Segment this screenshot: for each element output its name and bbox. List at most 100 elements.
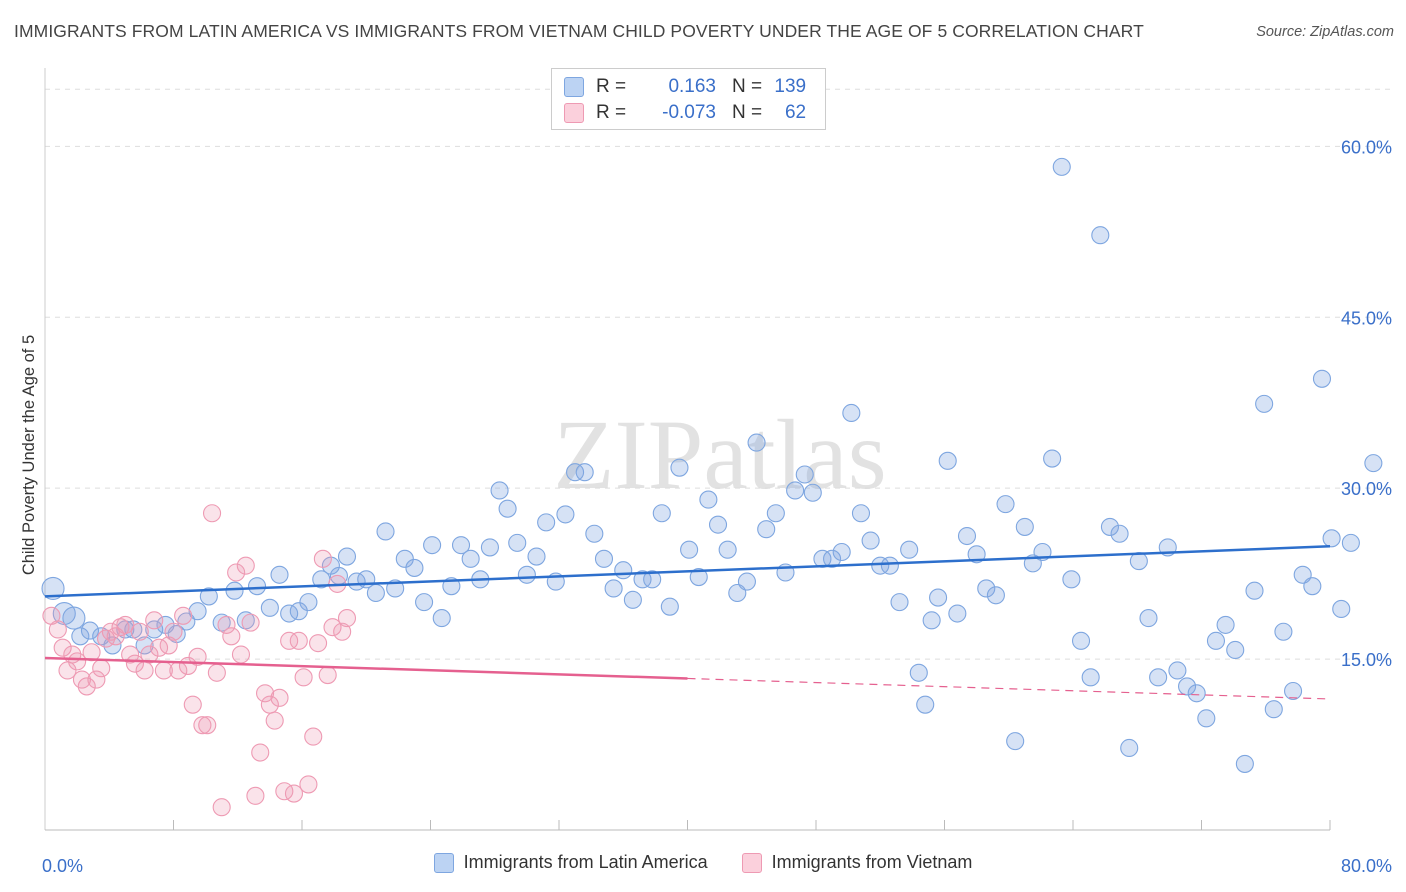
point-latin-america (957, 526, 977, 546)
point-latin-america (1284, 681, 1303, 701)
bottom-legend: Immigrants from Latin America Immigrants… (0, 852, 1406, 873)
point-latin-america (929, 588, 948, 607)
point-latin-america (909, 663, 928, 682)
n-label: N = (732, 102, 763, 123)
point-latin-america (718, 540, 737, 559)
point-latin-america (247, 577, 267, 596)
point-latin-america (737, 572, 756, 591)
point-latin-america (1341, 533, 1360, 552)
point-vietnam (198, 716, 217, 735)
point-vietnam (265, 711, 284, 730)
point-latin-america (900, 540, 919, 559)
point-latin-america (41, 576, 65, 600)
point-latin-america (480, 538, 499, 557)
point-latin-america (633, 570, 652, 589)
point-latin-america (594, 549, 614, 568)
trend-line-vietnam-projection (687, 677, 1331, 700)
point-latin-america (80, 621, 100, 640)
point-latin-america (977, 579, 996, 598)
point-latin-america (199, 587, 218, 606)
point-vietnam (164, 622, 183, 641)
point-vietnam (222, 627, 241, 646)
point-latin-america (366, 583, 385, 603)
point-latin-america (177, 612, 196, 631)
point-latin-america (1197, 709, 1216, 728)
point-latin-america (1062, 570, 1081, 589)
y-tick-label: 45.0% (1341, 308, 1392, 328)
point-latin-america (1206, 631, 1226, 650)
point-vietnam (309, 634, 328, 653)
point-vietnam (318, 665, 337, 685)
point-vietnam (159, 636, 178, 655)
point-vietnam (203, 504, 222, 523)
point-latin-america (948, 604, 967, 623)
point-latin-america (1216, 615, 1235, 634)
point-vietnam (135, 661, 154, 680)
point-latin-america (1364, 454, 1383, 473)
x-tick-label: 0.0% (42, 856, 83, 876)
point-vietnam (111, 618, 130, 637)
n-value: 62 (784, 102, 807, 123)
point-vietnam (77, 677, 96, 696)
trend-line-vietnam (44, 656, 688, 680)
point-vietnam (140, 645, 159, 664)
point-latin-america (1312, 369, 1332, 388)
point-latin-america (270, 565, 289, 584)
point-latin-america (1071, 631, 1091, 650)
point-latin-america (1091, 226, 1110, 245)
point-latin-america (585, 524, 604, 543)
trend-lines (44, 545, 1331, 700)
point-latin-america (135, 636, 154, 655)
point-latin-america (1235, 754, 1254, 773)
point-latin-america (498, 499, 517, 518)
point-latin-america (747, 433, 766, 452)
legend-item-latin-america[interactable]: Immigrants from Latin America (433, 852, 708, 873)
point-latin-america (337, 547, 357, 566)
point-vietnam (299, 775, 318, 794)
point-latin-america (1226, 640, 1245, 660)
point-latin-america (757, 520, 776, 539)
pink-swatch-icon (741, 852, 762, 873)
blue-swatch-icon (564, 77, 584, 97)
point-latin-america (967, 545, 986, 564)
point-vietnam (231, 645, 251, 664)
point-latin-america (1245, 581, 1264, 600)
point-latin-america (289, 602, 308, 621)
point-latin-america (1081, 668, 1100, 687)
point-latin-america (566, 463, 585, 482)
legend-item-vietnam[interactable]: Immigrants from Vietnam (741, 852, 972, 873)
point-vietnam (193, 716, 212, 735)
axis-labels: 15.0% 30.0% 45.0% 60.0% 0.0% 80.0% (42, 137, 1392, 876)
point-latin-america (556, 505, 575, 524)
point-latin-america (1110, 524, 1129, 543)
point-latin-america (1006, 732, 1025, 751)
point-latin-america (680, 540, 699, 559)
point-vietnam (125, 654, 144, 673)
point-latin-america (604, 579, 623, 598)
chart-title: IMMIGRANTS FROM LATIN AMERICA VS IMMIGRA… (14, 21, 1144, 41)
y-axis-label: Child Poverty Under the Age of 5 (20, 335, 38, 575)
x-tick-label: 80.0% (1341, 856, 1392, 876)
point-latin-america (1120, 738, 1139, 758)
point-latin-america (823, 549, 842, 568)
point-latin-america (405, 558, 424, 577)
point-latin-america (1177, 677, 1197, 696)
point-latin-america (786, 481, 805, 500)
point-latin-america (938, 451, 957, 470)
point-vietnam (323, 618, 342, 637)
r-value: 0.163 (668, 76, 716, 97)
point-latin-america (861, 531, 880, 550)
point-vietnam (48, 620, 67, 639)
point-vietnam (82, 643, 101, 662)
point-vietnam (270, 688, 289, 707)
point-latin-america (236, 611, 255, 630)
point-latin-america (1303, 577, 1322, 596)
axes (44, 68, 1331, 831)
point-latin-america (395, 549, 414, 568)
point-latin-america (386, 579, 405, 598)
point-vietnam (289, 631, 308, 650)
point-vietnam (236, 556, 255, 575)
point-latin-america (699, 490, 718, 509)
point-vietnam (145, 611, 164, 630)
